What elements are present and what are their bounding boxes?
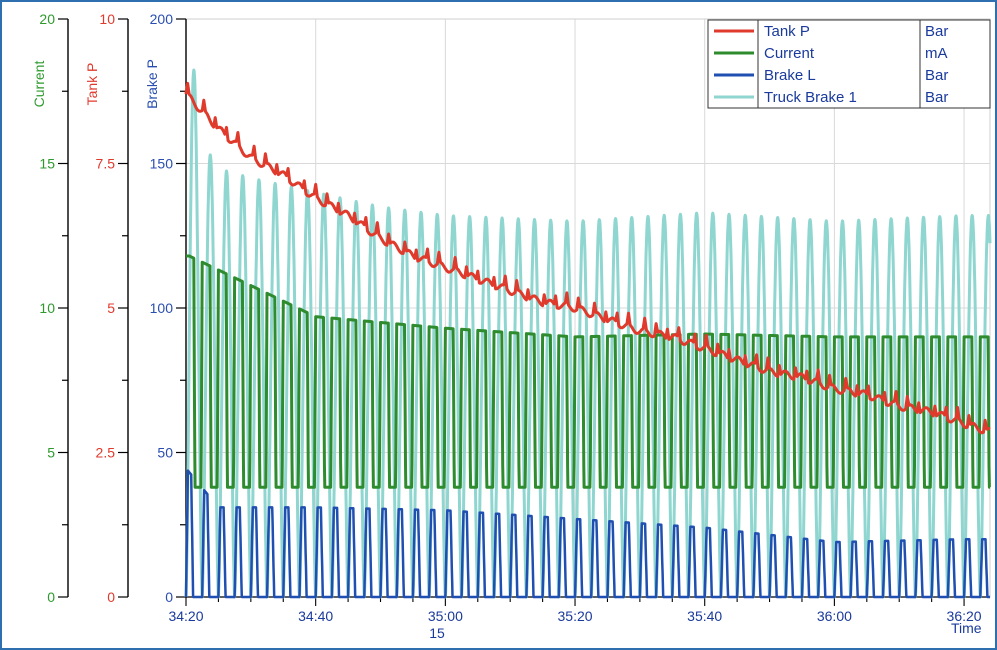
y-tick-label-tank: 0 (107, 589, 115, 605)
x-axis-label: Time (951, 620, 982, 636)
legend-entry-unit: Bar (925, 23, 948, 40)
y-tick-label-tank: 2.5 (96, 445, 116, 461)
legend: Tank P Bar Current mA Brake L Bar Truck Brake … (707, 19, 991, 109)
legend-entry-unit: Bar (925, 67, 948, 84)
series-lines (184, 68, 992, 599)
y-axis-label-current: Current (31, 61, 47, 108)
x-tick-label: 34:40 (298, 608, 333, 624)
x-tick-label: 35:00 (428, 608, 463, 624)
y-tick-label-brake: 0 (165, 589, 173, 605)
legend-entry-name: Brake L (764, 67, 816, 84)
x-tick-label: 36:20 (947, 608, 982, 624)
series-line-truck-brake-1 (184, 68, 992, 599)
y-tick-label-current: 10 (39, 300, 55, 316)
y-tick-label-tank: 5 (107, 300, 115, 316)
legend-entry-name: Truck Brake 1 (764, 89, 857, 106)
y-tick-label-current: 15 (39, 156, 55, 172)
legend-entry-name: Tank P (764, 23, 810, 40)
y-tick-label-current: 5 (47, 445, 55, 461)
y-tick-label-tank: 7.5 (96, 156, 116, 172)
legend-box (707, 19, 991, 109)
y-tick-label-brake: 100 (150, 300, 174, 316)
series-line-current (184, 254, 992, 489)
series-line-tank-p (184, 81, 991, 435)
legend-entry-unit: Bar (925, 89, 948, 106)
y-tick-label-current: 0 (47, 589, 55, 605)
y-tick-label-brake: 150 (150, 156, 174, 172)
legend-entry-unit: mA (925, 45, 948, 62)
x-axis-sub-label: 15 (429, 625, 445, 641)
y-tick-label-brake: 200 (150, 11, 174, 27)
x-tick-label: 35:20 (558, 608, 593, 624)
x-tick-label: 36:00 (817, 608, 852, 624)
legend-entry-name: Current (764, 45, 815, 62)
y-axis-label-tank: Tank P (84, 63, 100, 106)
series-line-brake-l (184, 469, 991, 599)
y-tick-label-brake: 50 (157, 445, 173, 461)
y-tick-label-tank: 10 (99, 11, 115, 27)
y-axis-label-brake: Brake P (144, 59, 160, 109)
x-tick-label: 34:20 (168, 608, 203, 624)
x-tick-label: 35:40 (687, 608, 722, 624)
y-tick-label-current: 20 (39, 11, 55, 27)
